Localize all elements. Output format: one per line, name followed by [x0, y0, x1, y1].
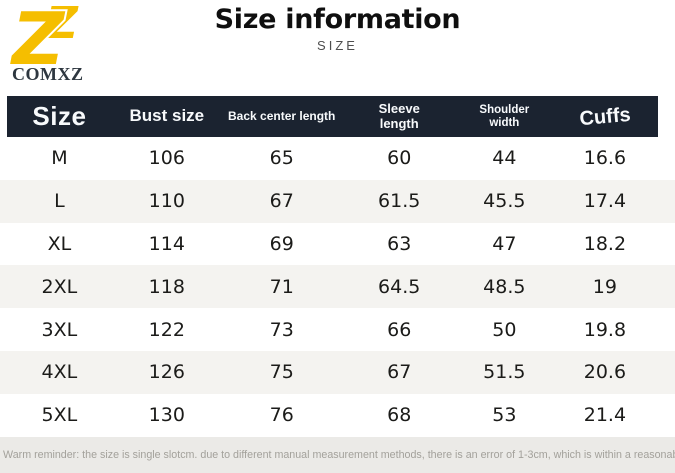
table-cell: 18.2 — [583, 232, 627, 255]
page-subtitle: SIZE — [317, 38, 358, 53]
table-cell: 21.4 — [583, 404, 627, 427]
table-cell: 110 — [148, 190, 185, 213]
table-row-l: L 110 67 61.5 45.5 17.4 — [0, 179, 675, 223]
page-title: Size information — [214, 4, 461, 35]
table-cell: 64.5 — [378, 275, 421, 298]
table-cell: 67 — [387, 361, 412, 384]
column-header-label: Sleeve length — [378, 101, 420, 131]
logo-big-z: Z — [10, 2, 66, 66]
table-cell: 126 — [148, 361, 185, 384]
table-cell: 61.5 — [378, 190, 421, 213]
top-banner: Z Z COMXZ Size information SIZE — [0, 0, 675, 96]
table-cell: 122 — [148, 318, 185, 341]
table-row-5xl: 5XL 130 76 68 53 21.4 — [0, 393, 675, 437]
size-label: XL — [47, 232, 72, 255]
logo-small-z: Z — [44, 2, 79, 49]
table-row-xl: XL 114 69 63 47 18.2 — [0, 222, 675, 266]
table-cell: 48.5 — [483, 275, 526, 298]
column-header-label: Shoulder width — [479, 103, 530, 129]
table-cell: 118 — [148, 275, 185, 298]
column-header-bust-size: Bust size — [129, 106, 205, 126]
size-label: 3XL — [41, 318, 78, 341]
size-label: M — [51, 147, 68, 170]
table-row-m: M 106 65 60 44 16.6 — [0, 137, 675, 180]
size-label: 2XL — [41, 275, 78, 298]
table-cell: 19 — [592, 275, 617, 298]
table-cell: 53 — [492, 404, 517, 427]
column-header-back-center-length: Back center length — [228, 108, 336, 123]
table-cell: 69 — [269, 232, 294, 255]
table-cell: 66 — [387, 318, 412, 341]
table-cell: 50 — [492, 318, 517, 341]
table-cell: 20.6 — [583, 361, 627, 384]
table-cell: 16.6 — [583, 147, 627, 170]
table-cell: 45.5 — [483, 190, 526, 213]
size-table-body: M 106 65 60 44 16.6 L 110 67 61.5 45.5 1… — [0, 137, 675, 437]
column-header-cuffs: Cuffs — [578, 103, 632, 130]
column-header-sleeve-length: Sleeve length — [342, 102, 457, 131]
double-z-logo-icon: Z Z — [10, 2, 79, 66]
table-row-4xl: 4XL 126 75 67 51.5 20.6 — [0, 350, 675, 394]
table-cell: 106 — [148, 147, 185, 170]
table-cell: 19.8 — [583, 318, 627, 341]
table-cell: 63 — [387, 232, 412, 255]
table-cell: 60 — [387, 147, 412, 170]
size-label: 5XL — [41, 404, 78, 427]
table-header-row: Size Bust size Back center length Sleeve… — [7, 96, 658, 137]
table-cell: 17.4 — [583, 190, 627, 213]
table-row-3xl: 3XL 122 73 66 50 19.8 — [0, 308, 675, 351]
size-label: 4XL — [41, 361, 78, 384]
table-cell: 76 — [269, 404, 294, 427]
table-cell: 130 — [148, 404, 185, 427]
column-header-shoulder-width: Shoulder width — [457, 104, 552, 129]
brand-logo: Z Z COMXZ — [10, 2, 130, 85]
title-block: Size information SIZE — [0, 4, 675, 53]
table-cell: 73 — [269, 318, 294, 341]
table-row-2xl: 2XL 118 71 64.5 48.5 19 — [0, 265, 675, 309]
table-cell: 44 — [492, 147, 517, 170]
table-cell: 67 — [269, 190, 294, 213]
column-header-size: Size — [32, 101, 87, 132]
table-cell: 51.5 — [483, 361, 526, 384]
table-cell: 68 — [387, 404, 412, 427]
table-cell: 71 — [269, 275, 294, 298]
table-cell: 47 — [492, 232, 517, 255]
size-label: L — [54, 190, 65, 213]
warm-reminder-note: Warm reminder: the size is single slotcm… — [0, 437, 675, 473]
table-cell: 114 — [148, 232, 185, 255]
table-cell: 75 — [269, 361, 294, 384]
table-cell: 65 — [269, 147, 294, 170]
brand-name: COMXZ — [12, 64, 84, 84]
